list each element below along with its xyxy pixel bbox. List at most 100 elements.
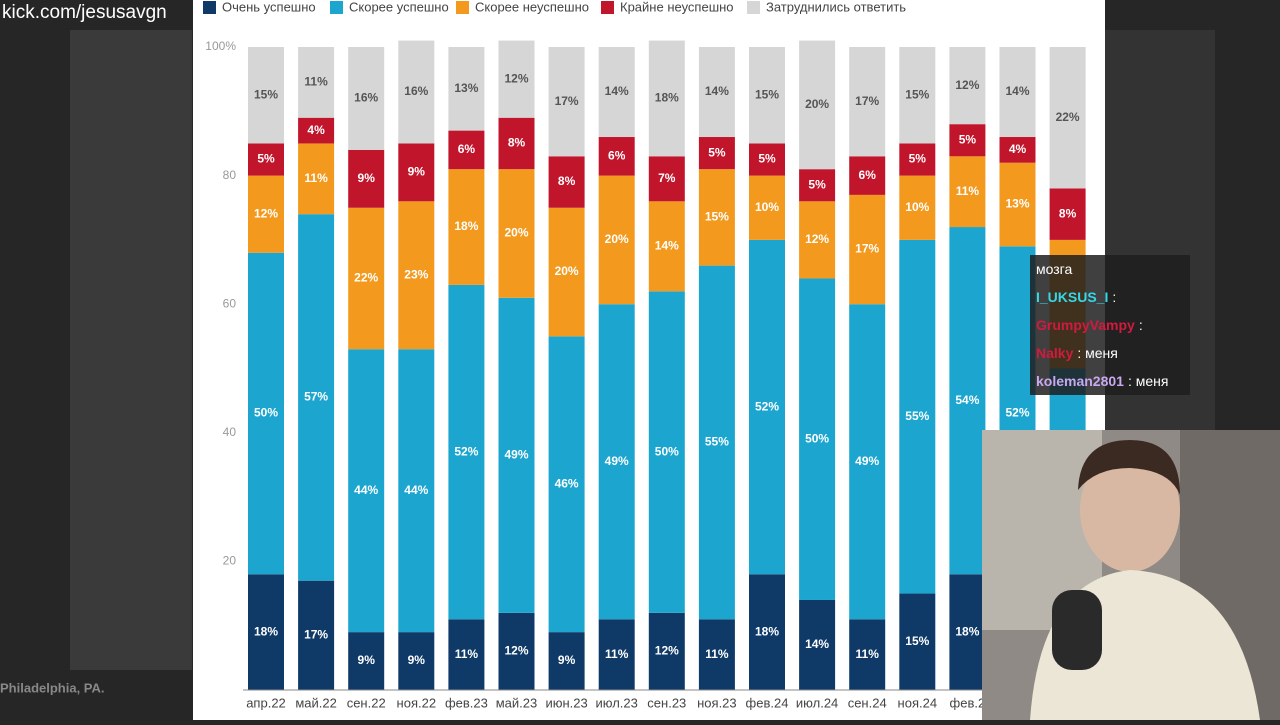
chat-box [1030,255,1190,395]
value-label: 12% [805,232,829,246]
value-label: 12% [504,644,528,658]
value-label: 4% [307,123,325,137]
value-label: 10% [905,200,929,214]
bar-segment [749,239,785,575]
value-label: 17% [855,242,879,256]
value-label: 15% [705,210,729,224]
chat-message: koleman2801: меня [1036,373,1168,389]
value-label: 20% [555,264,579,278]
x-tick-label: ноя.24 [898,695,938,710]
bar-segment [348,149,385,208]
microphone [1052,590,1102,670]
value-label: 14% [605,84,629,98]
bar-segment [348,207,385,350]
bar-segment [749,175,785,240]
bar-segment [899,47,936,144]
bar-segment [548,156,585,208]
legend-label: Крайне неуспешно [620,0,734,14]
value-label: 8% [1059,206,1077,220]
bar-segment [298,580,335,690]
value-label: 15% [254,87,278,101]
value-label: 22% [1056,110,1080,124]
bar-segment [298,143,335,215]
chat-text: : меня [1077,345,1118,361]
chat-user: GrumpyVampy [1036,317,1135,333]
value-label: 52% [454,444,478,458]
legend-label: Затруднились ответить [766,0,906,14]
value-label: 18% [254,624,278,638]
bar-segment [999,162,1036,247]
value-label: 15% [755,87,779,101]
legend-label: Скорее успешно [349,0,449,14]
bar-segment [749,47,785,144]
chat-user: I_UKSUS_I [1036,289,1108,305]
value-label: 5% [808,177,826,191]
value-label: 5% [758,152,776,166]
bar-segment [498,612,535,690]
bar-segment [849,47,886,157]
value-label: 12% [655,644,679,658]
value-label: 11% [304,171,328,185]
bar-segment [598,175,635,305]
value-label: 11% [455,647,479,661]
legend-label: Скорее неуспешно [475,0,589,14]
value-label: 12% [504,71,528,85]
value-label: 11% [605,647,629,661]
value-label: 14% [1005,84,1029,98]
value-label: 57% [304,390,328,404]
bar-segment [1049,47,1086,189]
bar-segment [648,156,685,202]
value-label: 17% [855,94,879,108]
bar-segment [949,574,986,690]
value-label: 7% [658,171,676,185]
bar-segment [398,632,435,690]
value-label: 49% [504,447,528,461]
value-label: 44% [404,483,428,497]
value-label: 16% [354,91,378,105]
value-label: 49% [605,454,629,468]
value-label: 13% [1005,197,1029,211]
bar-segment [348,47,385,150]
chat-message: Nalky: меня [1036,345,1118,361]
x-tick-label: июн.23 [545,695,587,710]
bar-segment [698,137,735,170]
bar-segment [598,619,635,690]
x-tick-label: апр.22 [246,695,286,710]
bar-segment [999,47,1036,138]
bar-segment [949,227,986,575]
y-tick-label: 100% [205,39,236,53]
x-tick-label: май.23 [496,695,538,710]
chat-user: koleman2801 [1036,373,1124,389]
value-label: 12% [955,78,979,92]
value-label: 10% [755,200,779,214]
bar-segment [648,40,685,157]
legend-swatch [203,1,216,14]
bar-segment [598,47,635,138]
value-label: 12% [254,206,278,220]
bar-segment [899,175,936,240]
bar-segment [648,291,685,613]
value-label: 5% [257,152,275,166]
bar-segment [648,201,685,292]
bar-segment [448,47,485,131]
value-label: 5% [708,145,726,159]
bar-segment [398,143,435,202]
value-label: 4% [1009,142,1027,156]
value-label: 52% [755,399,779,413]
value-label: 17% [304,628,328,642]
value-label: 18% [655,91,679,105]
x-tick-label: ноя.22 [397,695,437,710]
y-tick-label: 20 [223,554,237,568]
legend-swatch [456,1,469,14]
x-tick-label: сен.24 [848,695,887,710]
value-label: 5% [909,152,927,166]
channel: kick.com/jesusavgn [2,2,167,23]
bar-segment [849,619,886,690]
bar-segment [298,214,335,581]
bar-segment [498,297,535,613]
bar-segment [949,47,986,125]
value-label: 18% [755,624,779,638]
bar-segment [348,349,385,633]
